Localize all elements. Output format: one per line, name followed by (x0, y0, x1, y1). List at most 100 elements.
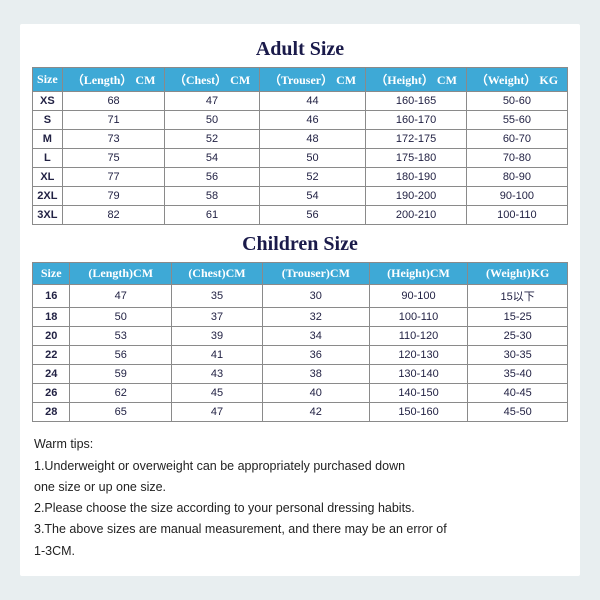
table-cell: 28 (33, 403, 70, 422)
table-cell: 58 (165, 187, 259, 206)
table-cell: 30 (262, 285, 369, 308)
col-chest: (Chest)CM (172, 263, 263, 285)
table-cell: 160-165 (366, 92, 466, 111)
table-row: 22564136120-13030-35 (33, 346, 568, 365)
table-cell: 100-110 (466, 206, 567, 225)
table-cell: 79 (62, 187, 165, 206)
col-height: （Height） CM (366, 68, 466, 92)
table-cell: 47 (165, 92, 259, 111)
col-trouser: (Trouser)CM (262, 263, 369, 285)
table-cell: 40 (262, 384, 369, 403)
table-cell: 26 (33, 384, 70, 403)
table-cell: 38 (262, 365, 369, 384)
table-cell: 39 (172, 327, 263, 346)
table-cell: 24 (33, 365, 70, 384)
table-cell: 47 (172, 403, 263, 422)
table-row: M735248172-17560-70 (33, 130, 568, 149)
table-cell: 50 (259, 149, 366, 168)
table-row: XL775652180-19080-90 (33, 168, 568, 187)
adult-header-row: Size （Length） CM （Chest） CM （Trouser） CM… (33, 68, 568, 92)
table-cell: 34 (262, 327, 369, 346)
table-cell: 32 (262, 308, 369, 327)
adult-title: Adult Size (32, 38, 568, 61)
adult-table: Size （Length） CM （Chest） CM （Trouser） CM… (32, 67, 568, 225)
table-cell: 200-210 (366, 206, 466, 225)
table-cell: 44 (259, 92, 366, 111)
table-cell: 2XL (33, 187, 63, 206)
table-cell: 82 (62, 206, 165, 225)
table-cell: 180-190 (366, 168, 466, 187)
table-cell: 75 (62, 149, 165, 168)
tips-line: one size or up one size. (34, 477, 568, 498)
col-height: (Height)CM (369, 263, 468, 285)
table-cell: 175-180 (366, 149, 466, 168)
size-chart-card: Adult Size Size （Length） CM （Chest） CM （… (20, 24, 580, 576)
table-cell: 71 (62, 111, 165, 130)
table-cell: 100-110 (369, 308, 468, 327)
table-cell: 35-40 (468, 365, 568, 384)
col-weight: (Weight)KG (468, 263, 568, 285)
table-cell: 59 (70, 365, 172, 384)
table-cell: 52 (165, 130, 259, 149)
table-cell: 60-70 (466, 130, 567, 149)
table-cell: 15以下 (468, 285, 568, 308)
table-cell: 150-160 (369, 403, 468, 422)
table-cell: 140-150 (369, 384, 468, 403)
table-cell: 25-30 (468, 327, 568, 346)
table-cell: 30-35 (468, 346, 568, 365)
table-cell: 61 (165, 206, 259, 225)
table-cell: 90-100 (369, 285, 468, 308)
table-cell: 52 (259, 168, 366, 187)
table-cell: 56 (259, 206, 366, 225)
table-cell: 77 (62, 168, 165, 187)
table-cell: 37 (172, 308, 263, 327)
table-cell: XS (33, 92, 63, 111)
col-size: Size (33, 263, 70, 285)
table-cell: 160-170 (366, 111, 466, 130)
tips-title: Warm tips: (34, 434, 568, 455)
table-row: 26624540140-15040-45 (33, 384, 568, 403)
table-row: 24594338130-14035-40 (33, 365, 568, 384)
children-header-row: Size (Length)CM (Chest)CM (Trouser)CM (H… (33, 263, 568, 285)
table-cell: 56 (165, 168, 259, 187)
table-cell: 54 (165, 149, 259, 168)
table-cell: 47 (70, 285, 172, 308)
table-cell: 70-80 (466, 149, 567, 168)
table-cell: 120-130 (369, 346, 468, 365)
table-cell: 35 (172, 285, 263, 308)
table-cell: 41 (172, 346, 263, 365)
adult-section: Adult Size Size （Length） CM （Chest） CM （… (32, 38, 568, 225)
col-weight: （Weight） KG (466, 68, 567, 92)
table-cell: 62 (70, 384, 172, 403)
table-cell: 16 (33, 285, 70, 308)
tips-line: 2.Please choose the size according to yo… (34, 498, 568, 519)
col-chest: （Chest） CM (165, 68, 259, 92)
table-row: 18503732100-11015-25 (33, 308, 568, 327)
table-cell: 45 (172, 384, 263, 403)
table-cell: 190-200 (366, 187, 466, 206)
table-row: 20533934110-12025-30 (33, 327, 568, 346)
table-cell: 36 (262, 346, 369, 365)
table-cell: 3XL (33, 206, 63, 225)
table-cell: 110-120 (369, 327, 468, 346)
table-cell: 46 (259, 111, 366, 130)
table-cell: 40-45 (468, 384, 568, 403)
table-cell: 18 (33, 308, 70, 327)
table-cell: XL (33, 168, 63, 187)
table-row: 2XL795854190-20090-100 (33, 187, 568, 206)
table-cell: 20 (33, 327, 70, 346)
col-length: (Length)CM (70, 263, 172, 285)
table-cell: 53 (70, 327, 172, 346)
table-cell: 130-140 (369, 365, 468, 384)
table-cell: 15-25 (468, 308, 568, 327)
table-row: S715046160-17055-60 (33, 111, 568, 130)
table-cell: 50 (165, 111, 259, 130)
table-cell: 90-100 (466, 187, 567, 206)
tips-line: 1.Underweight or overweight can be appro… (34, 456, 568, 477)
table-cell: 56 (70, 346, 172, 365)
table-cell: 172-175 (366, 130, 466, 149)
table-cell: 55-60 (466, 111, 567, 130)
table-row: 28654742150-16045-50 (33, 403, 568, 422)
table-cell: 48 (259, 130, 366, 149)
table-cell: 80-90 (466, 168, 567, 187)
